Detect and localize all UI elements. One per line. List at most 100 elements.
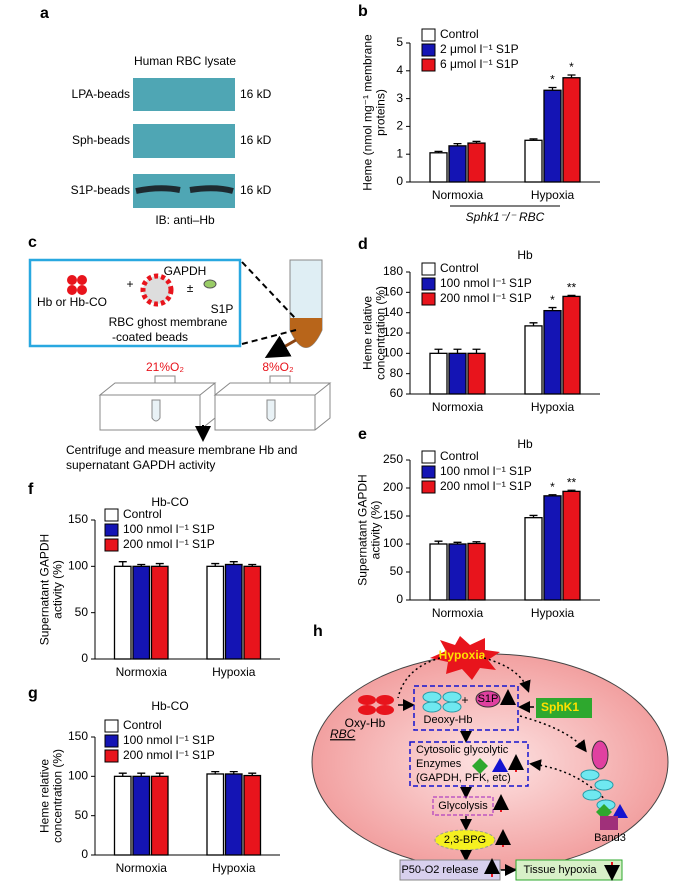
bar bbox=[524, 325, 543, 395]
s1p-icon bbox=[591, 740, 609, 770]
x-tick-label: Normoxia bbox=[116, 861, 168, 875]
bar bbox=[467, 542, 486, 601]
label: S1P bbox=[478, 693, 499, 705]
blot-title: Human RBC lysate bbox=[134, 54, 236, 68]
panel-label: g bbox=[28, 685, 38, 702]
legend-swatch bbox=[421, 58, 436, 72]
y-axis-label: Heme (nmol mg⁻¹ membrane bbox=[361, 34, 375, 191]
bar bbox=[206, 773, 225, 856]
chart-title: Hb bbox=[517, 248, 533, 262]
bar bbox=[543, 495, 562, 601]
label: Deoxy-Hb bbox=[424, 714, 473, 726]
band3-icon bbox=[600, 816, 618, 830]
bar bbox=[467, 142, 486, 183]
legend-label: Control bbox=[123, 507, 162, 521]
dash bbox=[241, 261, 297, 345]
y-tick-label: 100 bbox=[383, 346, 403, 360]
tissue-box bbox=[515, 859, 623, 881]
y-tick-label: 100 bbox=[383, 536, 403, 550]
bar bbox=[543, 309, 562, 395]
chart-title: Hb-CO bbox=[151, 699, 188, 713]
legend-swatch bbox=[421, 262, 436, 276]
y-tick-label: 50 bbox=[75, 605, 89, 619]
label: Band3 bbox=[594, 832, 626, 844]
error-bar bbox=[453, 142, 462, 146]
error-bar bbox=[434, 150, 443, 153]
x-tick-label: Normoxia bbox=[432, 606, 484, 620]
schematic: + GAPDH ± S1P Hb or Hb-CO RBC ghost memb… bbox=[28, 258, 332, 472]
y-tick-label: 80 bbox=[390, 366, 404, 380]
y-tick-label: 60 bbox=[390, 386, 404, 400]
y-tick-label: 150 bbox=[68, 729, 88, 743]
blot-size: 16 kD bbox=[240, 87, 272, 101]
x-tick-label: Hypoxia bbox=[531, 188, 575, 202]
y-tick-label: 1 bbox=[396, 146, 403, 160]
bar bbox=[243, 774, 262, 856]
y-tick-label: 0 bbox=[81, 651, 88, 665]
x-axis-label: Sphk1⁻/⁻ RBC bbox=[466, 210, 545, 224]
legend-swatch bbox=[104, 508, 119, 522]
caption: Centrifuge and measure membrane Hb and bbox=[66, 443, 297, 457]
y-tick-label: 0 bbox=[81, 847, 88, 861]
x-tick-label: Normoxia bbox=[116, 665, 168, 679]
hb-icon bbox=[67, 275, 87, 295]
panel-label: a bbox=[40, 5, 49, 22]
y-tick-label: 2 bbox=[396, 119, 403, 133]
enzyme-icon bbox=[492, 758, 508, 772]
x-tick-label: Hypoxia bbox=[212, 665, 256, 679]
error-bar bbox=[211, 562, 220, 567]
caption: supernatant GAPDH activity bbox=[66, 458, 215, 472]
significance: * bbox=[550, 293, 555, 307]
x-tick-label: Hypoxia bbox=[212, 861, 256, 875]
legend-label: 100 nmol l⁻¹ S1P bbox=[123, 522, 215, 536]
y-tick-label: 50 bbox=[75, 808, 89, 822]
enzyme-icon bbox=[612, 804, 628, 818]
legend-swatch bbox=[104, 719, 119, 733]
s1p-icon bbox=[203, 279, 217, 289]
legend-label: 100 nmol l⁻¹ S1P bbox=[123, 733, 215, 747]
legend-swatch bbox=[104, 538, 119, 552]
error-bar bbox=[567, 294, 576, 297]
sphk1-box bbox=[536, 698, 592, 718]
panel-label: d bbox=[358, 236, 368, 253]
bar bbox=[562, 490, 581, 601]
bar bbox=[150, 565, 169, 660]
legend-label: Control bbox=[123, 718, 162, 732]
chart-title: Hb-CO bbox=[151, 495, 188, 509]
y-tick-label: 160 bbox=[383, 285, 403, 299]
blot: Human RBC lysate LPA-beads Sph-beads S1P… bbox=[71, 54, 272, 227]
blot-size: 16 kD bbox=[240, 133, 272, 147]
panel-label: e bbox=[358, 426, 367, 443]
x-tick-label: Normoxia bbox=[432, 400, 484, 414]
box bbox=[28, 258, 242, 348]
chart-title: Hb bbox=[517, 437, 533, 451]
error-bar bbox=[472, 348, 481, 354]
y-axis-label: Supernatant GAPDH bbox=[38, 534, 52, 645]
error-bar bbox=[434, 348, 443, 354]
hypoxia-burst bbox=[430, 636, 500, 680]
error-bar bbox=[529, 514, 538, 518]
bar bbox=[113, 565, 132, 660]
error-bar bbox=[155, 772, 164, 777]
bar bbox=[467, 352, 486, 395]
dotted-arrow bbox=[529, 759, 611, 806]
error-bar bbox=[248, 772, 257, 776]
panel-label: c bbox=[28, 234, 37, 251]
deoxy-hb-icon bbox=[422, 691, 462, 713]
plus: + bbox=[126, 277, 133, 291]
blot-row-label: S1P-beads bbox=[71, 183, 130, 197]
x-tick-label: Normoxia bbox=[432, 188, 484, 202]
p50-box bbox=[399, 859, 501, 881]
label: Hb or Hb-CO bbox=[37, 295, 107, 309]
error-bar bbox=[453, 541, 462, 544]
legend-label: 200 nmol l⁻¹ S1P bbox=[123, 537, 215, 551]
y-axis-label: proteins) bbox=[374, 89, 388, 136]
bar bbox=[448, 145, 467, 183]
error-bar bbox=[229, 770, 238, 774]
bar bbox=[562, 77, 581, 183]
arrow bbox=[264, 335, 297, 358]
y-tick-label: 120 bbox=[383, 325, 403, 339]
error-bar bbox=[118, 772, 127, 777]
label: 2,3-BPG bbox=[444, 834, 486, 846]
